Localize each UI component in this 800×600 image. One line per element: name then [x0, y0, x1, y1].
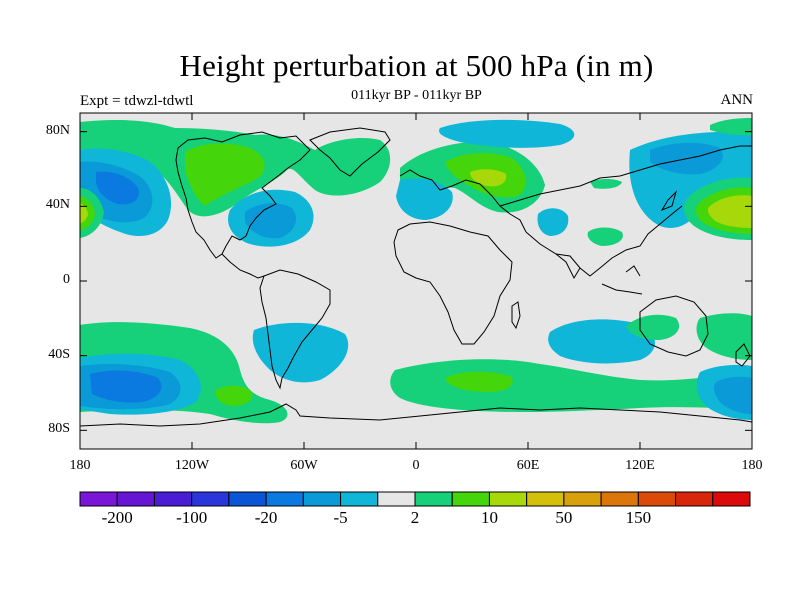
- colorbar-label: 2: [410, 508, 420, 527]
- coastline-japan: [660, 190, 678, 212]
- colorbar-label: -5: [333, 508, 348, 527]
- colorbar-swatch: [228, 491, 267, 507]
- map-plot-area: [80, 113, 752, 449]
- colorbar-swatch: [414, 491, 453, 507]
- x-tick-label: 120W: [174, 458, 210, 473]
- contour-region: [713, 376, 752, 414]
- contour-region: [80, 203, 88, 223]
- map-title: Height perturbation at 500 hPa (in m): [179, 48, 654, 83]
- colorbar-label: -20: [254, 508, 278, 527]
- y-tick-label: 80S: [48, 421, 70, 437]
- tick-marks: [79, 113, 753, 449]
- contour-region: [537, 208, 569, 236]
- contour-region: [252, 322, 349, 383]
- contour-region: [445, 371, 513, 392]
- experiment-label: Expt = tdwzl-tdwtl: [80, 93, 194, 109]
- colorbar-swatch: [340, 491, 379, 507]
- x-tick-label: 0: [412, 458, 420, 473]
- x-tick-label: 180: [741, 458, 763, 473]
- colorbar-swatch: [600, 491, 639, 507]
- coastline-africa: [393, 221, 513, 345]
- coastlines: [80, 127, 752, 427]
- coastline-india: [555, 253, 581, 280]
- colorbar-swatch: [153, 491, 193, 507]
- coastline-indonesia: [601, 265, 643, 295]
- contour-region: [710, 118, 752, 136]
- coastline-madagascar: [511, 301, 521, 330]
- contour-region: [587, 227, 623, 246]
- contour-region: [80, 327, 200, 344]
- contour-region: [590, 179, 622, 189]
- map-subtitle: 011kyr BP - 011kyr BP: [351, 88, 482, 103]
- colorbar-swatch: [377, 491, 416, 507]
- contour-region: [245, 203, 296, 239]
- contour-region: [470, 169, 507, 187]
- colorbar-swatch: [526, 491, 565, 507]
- colorbar-swatch: [488, 491, 528, 507]
- contour-region: [96, 171, 139, 205]
- contour-region: [707, 195, 752, 228]
- coastline-antarctica: [80, 403, 752, 427]
- contour-region: [696, 313, 752, 360]
- y-tick-label: 40S: [48, 346, 70, 362]
- x-tick-label: 60E: [516, 458, 540, 473]
- colorbar-swatch: [191, 491, 230, 507]
- contour-region: [90, 370, 162, 403]
- colorbar-swatch: [79, 491, 118, 507]
- colorbar-swatch: [675, 491, 714, 507]
- colorbar-swatch: [451, 491, 490, 507]
- contour-region: [185, 143, 265, 206]
- coastline-australia: [639, 295, 709, 357]
- contour-region: [215, 385, 253, 406]
- contour-region: [626, 314, 680, 340]
- coastline-asia: [499, 145, 752, 277]
- colorbar-swatch: [265, 491, 304, 507]
- coastline-south-america: [259, 269, 331, 390]
- coastline-new-zealand: [735, 343, 751, 367]
- colorbar-label: -200: [101, 508, 133, 527]
- coastline-europe: [399, 169, 527, 233]
- contour-region: [439, 119, 575, 148]
- colorbar-swatch: [302, 491, 342, 507]
- colorbar-label: 10: [480, 508, 498, 527]
- coastline-central-america: [221, 253, 265, 279]
- contour-region: [548, 319, 655, 364]
- colorbar-swatch: [712, 491, 751, 507]
- season-label: ANN: [720, 92, 754, 108]
- colorbar-label: 150: [625, 508, 652, 527]
- colorbar-label: 50: [555, 508, 573, 527]
- contour-fills: [80, 118, 752, 424]
- colorbar-swatch: [563, 491, 602, 507]
- y-tick-label: 40N: [45, 197, 70, 213]
- coastline-north-america: [175, 131, 311, 259]
- colorbar-swatch: [637, 491, 677, 507]
- x-tick-label: 120E: [625, 458, 655, 473]
- colorbar-label: -100: [176, 508, 208, 527]
- y-tick-label: 0: [63, 272, 70, 287]
- colorbar-swatch: [116, 491, 155, 507]
- x-tick-label: 180: [69, 458, 91, 473]
- coastline-greenland: [309, 127, 391, 177]
- colorbar: [79, 491, 751, 507]
- x-tick-label: 60W: [290, 458, 318, 473]
- y-tick-label: 80N: [45, 122, 70, 138]
